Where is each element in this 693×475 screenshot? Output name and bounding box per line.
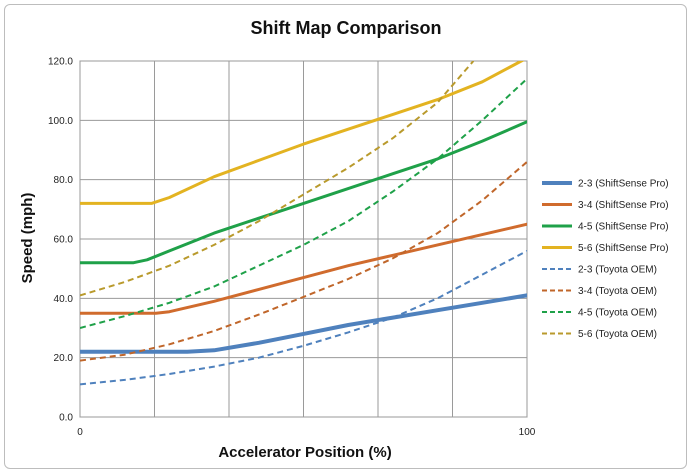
- series-line-8: [80, 61, 475, 297]
- legend-label: 2-3 (Toyota OEM): [578, 265, 657, 276]
- series-line-4: [80, 61, 525, 205]
- legend-label: 4-5 (ShiftSense Pro): [578, 222, 669, 233]
- legend-label: 3-4 (ShiftSense Pro): [578, 200, 669, 211]
- y-tick-label: 20.0: [54, 353, 74, 364]
- legend: 2-3 (ShiftSense Pro) 3-4 (ShiftSense Pro)…: [542, 179, 669, 340]
- y-tick-label: 40.0: [54, 294, 74, 305]
- legend-label: 3-4 (Toyota OEM): [578, 286, 657, 297]
- series-line-2: [80, 222, 527, 315]
- y-tick-label: 60.0: [54, 235, 74, 246]
- x-axis-label: Accelerator Position (%): [218, 444, 391, 461]
- series-line-1: [80, 293, 527, 354]
- axis-ticks: 0.0 20.0 40.0 60.0 80.0 100.0 120.0 0 100: [48, 57, 536, 439]
- y-tick-label: 120.0: [48, 57, 73, 68]
- legend-label: 5-6 (ShiftSense Pro): [578, 243, 669, 254]
- series-line-6: [80, 161, 527, 362]
- grid: [79, 60, 528, 418]
- series-line-5: [80, 250, 527, 386]
- chart-title: Shift Map Comparison: [250, 18, 441, 38]
- x-tick-label: 0: [77, 427, 83, 438]
- y-axis-label: Speed (mph): [19, 193, 36, 284]
- series-line-3: [80, 120, 527, 265]
- y-tick-label: 0.0: [59, 413, 73, 424]
- y-tick-label: 80.0: [54, 175, 74, 186]
- legend-label: 5-6 (Toyota OEM): [578, 329, 657, 340]
- legend-label: 2-3 (ShiftSense Pro): [578, 179, 669, 190]
- y-tick-label: 100.0: [48, 116, 73, 127]
- plot-lines: [80, 61, 527, 386]
- x-tick-label: 100: [519, 427, 536, 438]
- legend-label: 4-5 (Toyota OEM): [578, 308, 657, 319]
